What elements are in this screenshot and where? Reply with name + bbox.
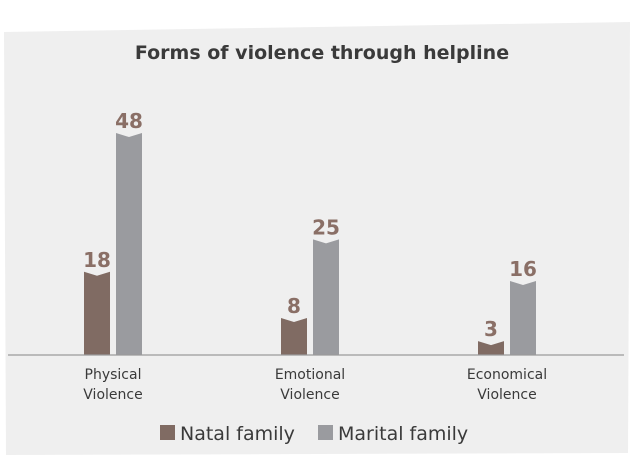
bar-natal-family-physical <box>84 271 110 355</box>
x-tick-label-line: Emotional <box>275 367 345 383</box>
bar-natal-family-emotional <box>281 318 307 355</box>
chart-background <box>4 22 630 455</box>
bar-marital-family-emotional <box>313 239 339 355</box>
legend: Natal family Marital family <box>160 423 468 445</box>
legend-swatch-natal-family <box>160 425 175 440</box>
x-tick-label: Economical Violence <box>467 367 547 403</box>
legend-swatch-marital-family <box>318 425 333 440</box>
x-tick-label-line: Economical <box>467 367 547 383</box>
value-label: 16 <box>509 257 537 281</box>
legend-label: Natal family <box>180 423 295 445</box>
x-tick-label-line: Violence <box>83 387 142 403</box>
x-tick-label-line: Violence <box>280 387 339 403</box>
legend-label: Marital family <box>338 423 468 445</box>
bars-layer: 18 48 8 25 3 16 <box>83 109 537 355</box>
bar-marital-family-physical <box>116 133 142 355</box>
value-label: 25 <box>312 215 340 239</box>
value-label: 3 <box>484 317 498 341</box>
x-tick-label-line: Physical <box>85 367 142 383</box>
x-tick-label: Physical Violence <box>83 367 142 403</box>
chart-title: Forms of violence through helpline <box>135 42 509 64</box>
value-label: 8 <box>287 294 301 318</box>
value-label: 18 <box>83 248 111 272</box>
bar-marital-family-economical <box>510 281 536 355</box>
value-label: 48 <box>115 109 143 133</box>
x-tick-label: Emotional Violence <box>275 367 345 403</box>
bar-natal-family-economical <box>478 341 504 355</box>
x-tick-label-line: Violence <box>477 387 536 403</box>
